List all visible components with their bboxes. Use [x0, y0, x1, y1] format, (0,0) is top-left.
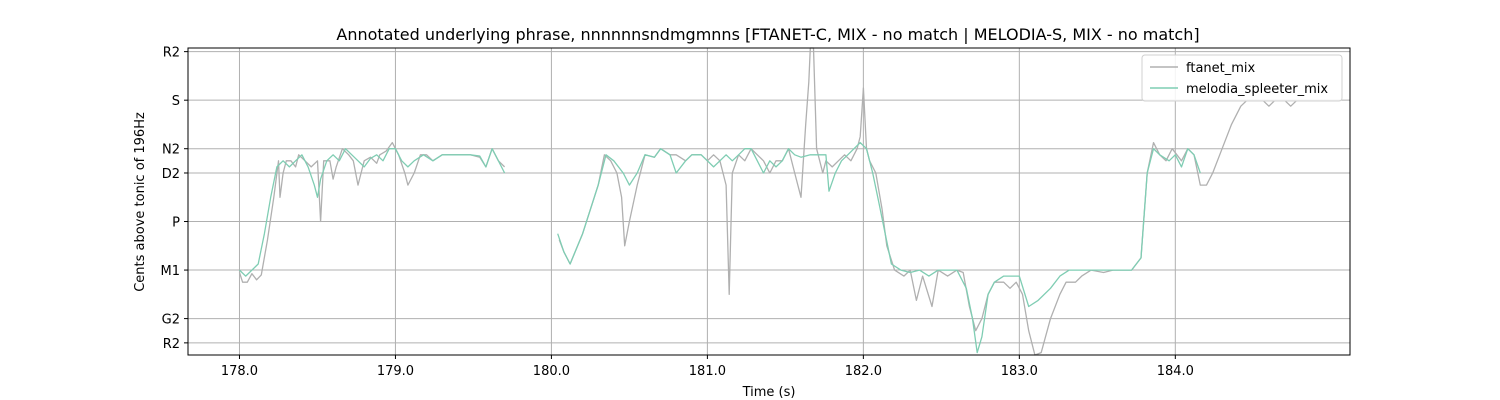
- plot-frame: [187, 47, 1351, 356]
- series-line-melodia_spleeter_mix: [557, 141, 1201, 354]
- y-tick-label: M1: [161, 264, 181, 279]
- x-tick-label: 181.0: [689, 364, 726, 379]
- x-tick-label: 179.0: [377, 364, 414, 379]
- legend-box: [1141, 54, 1343, 102]
- y-tick-label: N2: [162, 143, 180, 158]
- chart-title: Annotated underlying phrase, nnnnnnsndmg…: [336, 25, 1199, 44]
- legend: ftanet_mix melodia_spleeter_mix: [1141, 54, 1343, 102]
- y-tick-label: R2: [163, 337, 180, 352]
- y-tick-label: R2: [163, 46, 180, 61]
- plot-area: [238, 47, 1298, 356]
- series-line-melodia_spleeter_mix: [239, 148, 506, 277]
- legend-label: ftanet_mix: [1186, 61, 1256, 76]
- x-tick-label: 180.0: [533, 364, 570, 379]
- x-axis-label: Time (s): [742, 385, 796, 400]
- y-tick-label: G2: [162, 313, 180, 328]
- y-axis: R2 G2 M1 P D2 N2 S R2: [161, 46, 188, 352]
- x-axis: 178.0 179.0 180.0 181.0 182.0 183.0 184.0: [221, 355, 1194, 379]
- x-tick-label: 182.0: [845, 364, 882, 379]
- x-tick-label: 183.0: [1001, 364, 1038, 379]
- y-axis-label: Cents above tonic of 196Hz: [133, 112, 148, 292]
- x-tick-label: 184.0: [1157, 364, 1194, 379]
- y-tick-label: P: [172, 216, 180, 231]
- y-tick-label: S: [172, 94, 180, 109]
- series-line-ftanet_mix: [238, 141, 506, 283]
- y-tick-label: D2: [162, 167, 180, 182]
- legend-label: melodia_spleeter_mix: [1186, 82, 1328, 97]
- x-tick-label: 178.0: [221, 364, 258, 379]
